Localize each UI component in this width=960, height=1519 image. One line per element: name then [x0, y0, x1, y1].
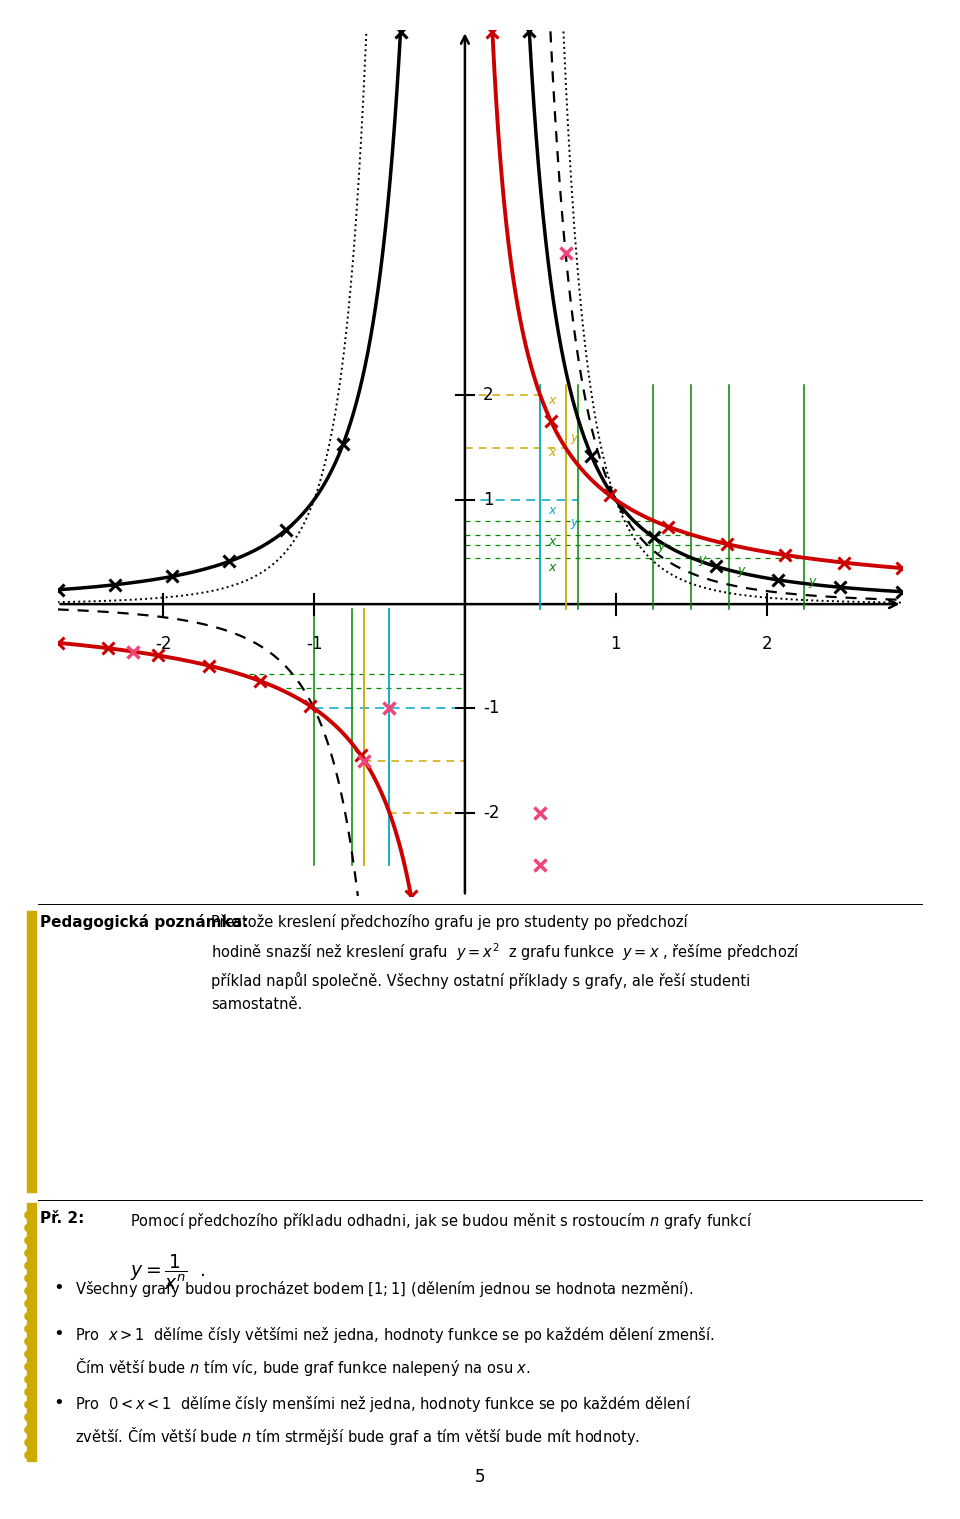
Text: 1: 1	[483, 491, 493, 509]
Text: $y = \dfrac{1}{x^n}$  .: $y = \dfrac{1}{x^n}$ .	[130, 1253, 205, 1293]
Text: y: y	[570, 431, 577, 444]
Text: •: •	[53, 1325, 63, 1343]
Text: Pedagogická poznámka:: Pedagogická poznámka:	[40, 914, 249, 931]
Text: Přestože kreslení předchozího grafu je pro studenty po předchozí
hodině snazší n: Přestože kreslení předchozího grafu je p…	[211, 914, 801, 1012]
Text: 2: 2	[483, 386, 493, 404]
Text: y: y	[737, 564, 745, 577]
Text: Všechny grafy budou procházet bodem $\left[1;1\right]$ (dělením jednou se hodnot: Všechny grafy budou procházet bodem $\le…	[75, 1279, 694, 1299]
Text: -2: -2	[155, 635, 172, 653]
Text: 1: 1	[611, 635, 621, 653]
Text: Pro  $0 < x < 1$  dělíme čísly menšími než jedna, hodnoty funkce se po každém dě: Pro $0 < x < 1$ dělíme čísly menšími než…	[75, 1394, 691, 1448]
Text: x: x	[549, 561, 556, 574]
Text: 5: 5	[475, 1467, 485, 1486]
Text: 2: 2	[761, 635, 772, 653]
Text: y: y	[658, 541, 664, 553]
Text: x: x	[549, 447, 556, 459]
Text: x: x	[549, 504, 556, 516]
Text: -1: -1	[306, 635, 323, 653]
Text: y: y	[570, 516, 577, 529]
Text: -1: -1	[483, 699, 499, 717]
Text: x: x	[549, 395, 556, 407]
Text: -2: -2	[483, 804, 499, 822]
Text: y: y	[808, 574, 816, 588]
Text: Pro  $x > 1$  dělíme čísly většími než jedna, hodnoty funkce se po každém dělení: Pro $x > 1$ dělíme čísly většími než jed…	[75, 1325, 714, 1378]
Text: y: y	[698, 553, 706, 565]
Text: x: x	[549, 535, 556, 548]
Text: Pomocí předchozího příkladu odhadni, jak se budou měnit s rostoucím $n$ grafy fu: Pomocí předchozího příkladu odhadni, jak…	[130, 1211, 753, 1230]
Text: •: •	[53, 1394, 63, 1413]
Text: •: •	[53, 1279, 63, 1297]
Text: Př. 2:: Př. 2:	[40, 1211, 84, 1226]
